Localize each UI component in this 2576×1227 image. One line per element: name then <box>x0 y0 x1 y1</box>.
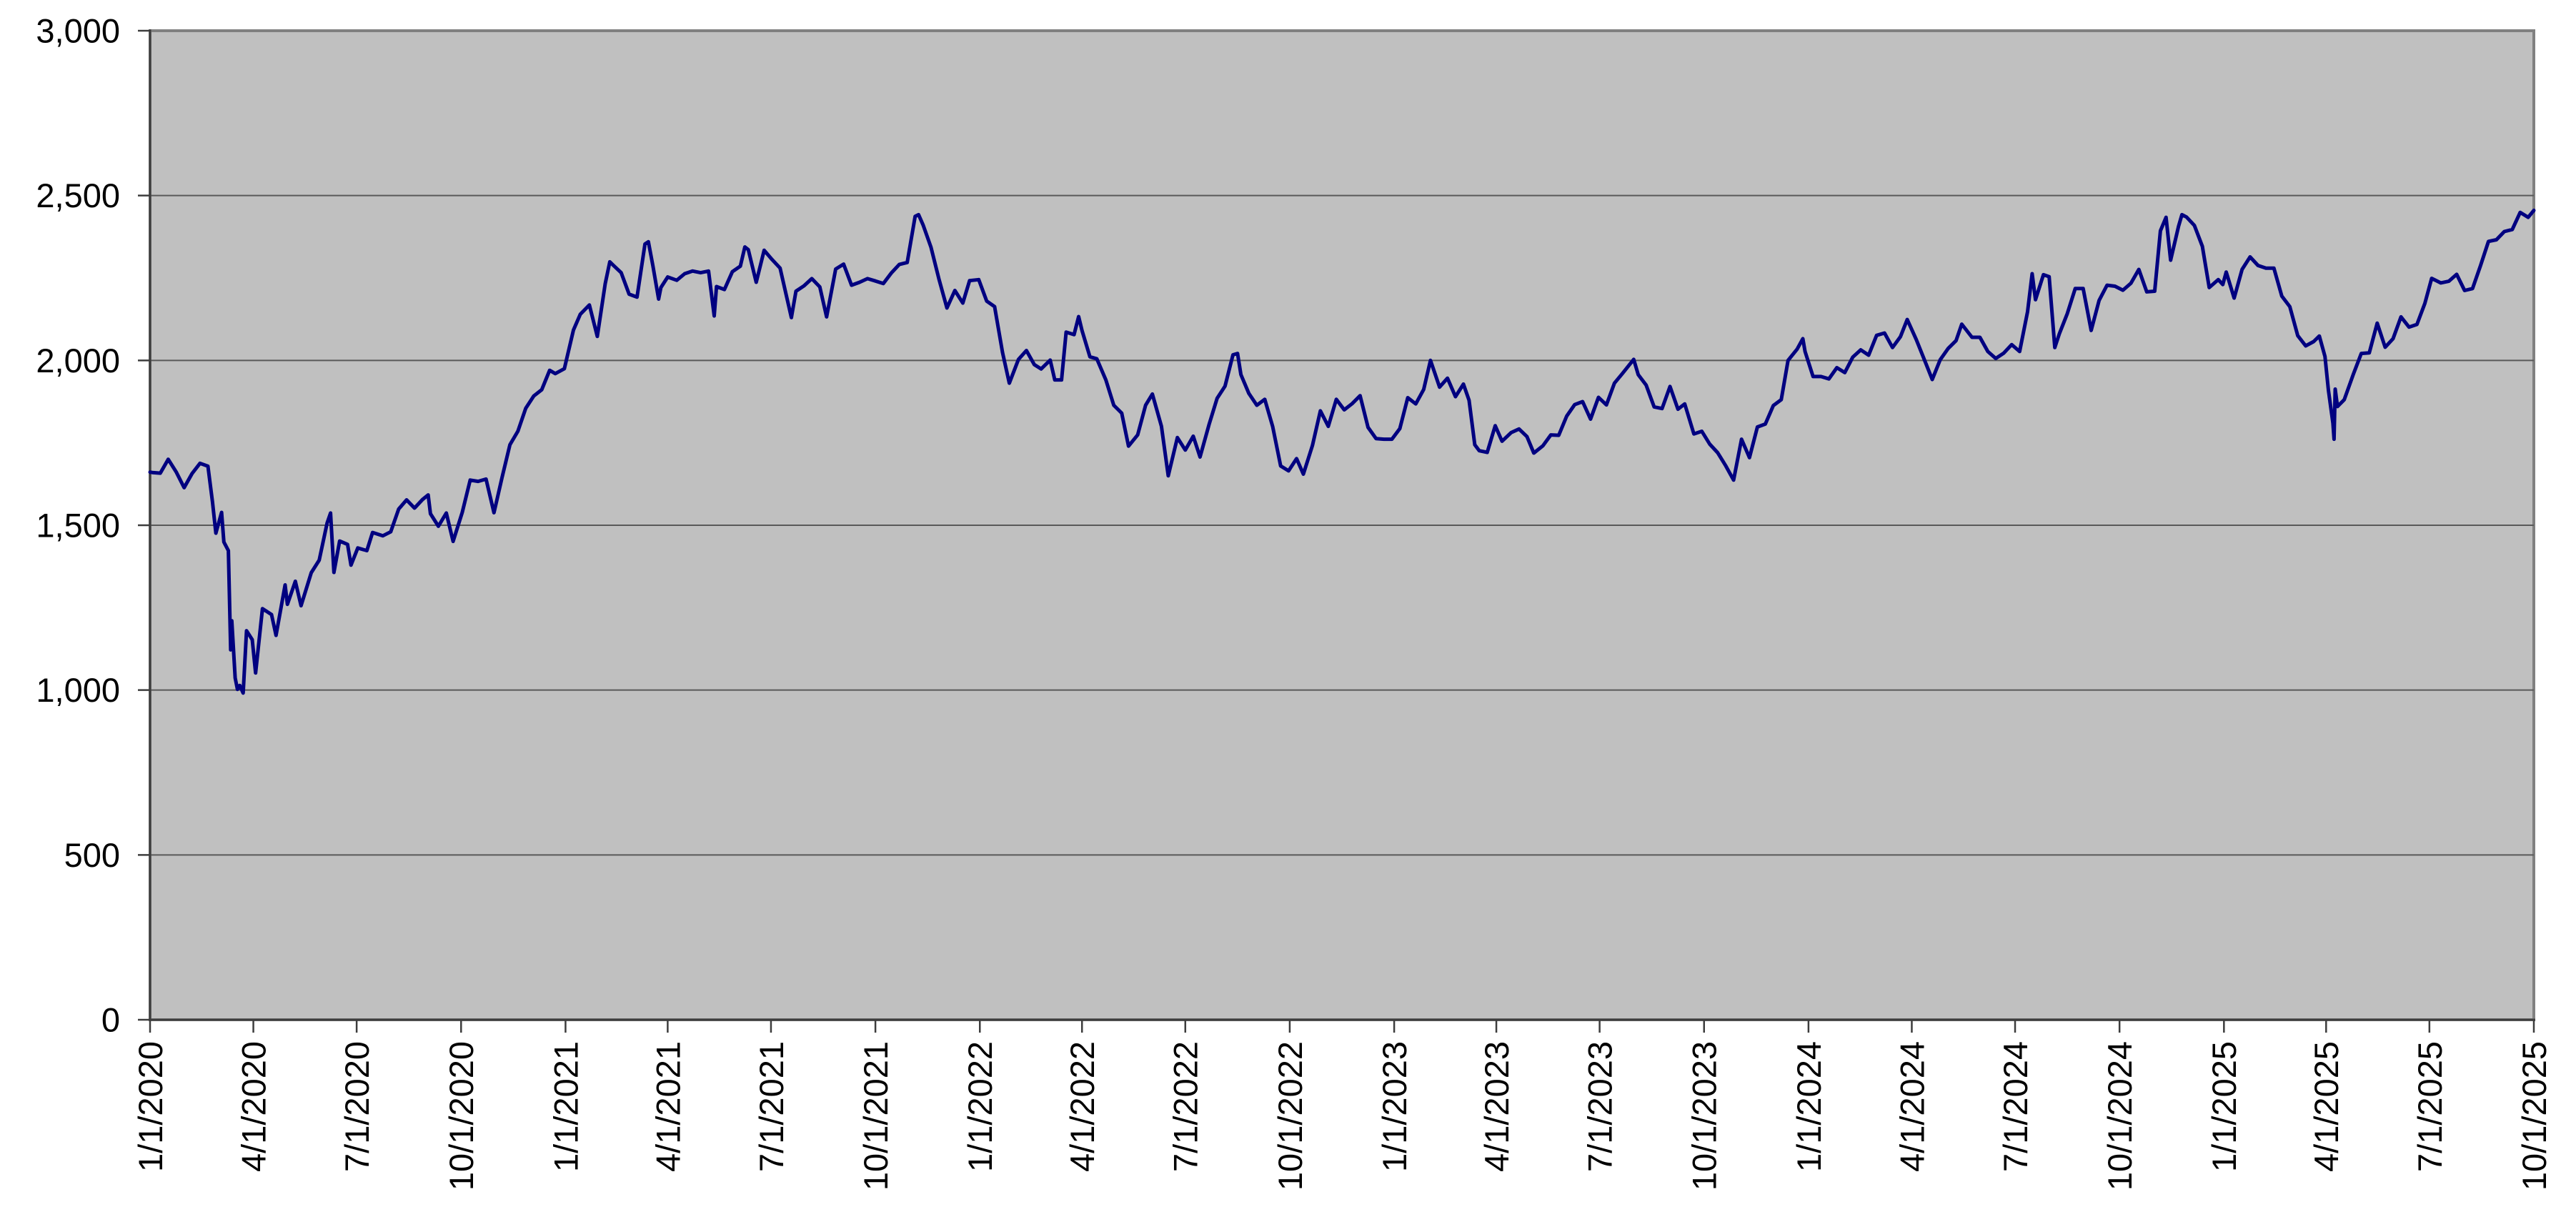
x-axis-label-7-1-2024: 7/1/2024 <box>1996 1041 2034 1172</box>
x-axis-label-4-1-2021: 4/1/2021 <box>649 1041 687 1172</box>
y-axis-label-1000: 1,000 <box>36 671 120 709</box>
x-axis-label-1-1-2024: 1/1/2024 <box>1790 1041 1828 1172</box>
series-line-daily-index-close <box>148 208 2536 695</box>
x-axis-label-10-1-2023: 10/1/2023 <box>1686 1041 1724 1191</box>
x-axis-label-7-1-2023: 7/1/2023 <box>1581 1041 1619 1172</box>
x-axis-label-1-1-2022: 1/1/2022 <box>961 1041 999 1172</box>
x-axis-label-4-1-2020: 4/1/2020 <box>234 1041 272 1172</box>
x-axis-label-7-1-2022: 7/1/2022 <box>1167 1041 1205 1172</box>
y-axis-label-2500: 2,500 <box>36 177 120 214</box>
x-axis-label-1-1-2020: 1/1/2020 <box>131 1041 169 1172</box>
y-axis-label-1500: 1,500 <box>36 506 120 544</box>
y-axis-label-0: 0 <box>101 1000 120 1038</box>
x-axis-label-10-1-2024: 10/1/2024 <box>2101 1041 2139 1191</box>
x-axis-label-4-1-2024: 4/1/2024 <box>1893 1041 1931 1172</box>
x-axis-label-10-1-2021: 10/1/2021 <box>857 1041 895 1191</box>
y-axis-label-2000: 2,000 <box>36 342 120 379</box>
x-axis-label-10-1-2025: 10/1/2025 <box>2515 1041 2553 1191</box>
x-axis-label-1-1-2025: 1/1/2025 <box>2205 1041 2243 1172</box>
x-axis-label-4-1-2022: 4/1/2022 <box>1063 1041 1101 1172</box>
y-axis-label-3000: 3,000 <box>36 11 120 49</box>
x-axis-label-4-1-2025: 4/1/2025 <box>2307 1041 2345 1172</box>
x-axis-label-10-1-2022: 10/1/2022 <box>1271 1041 1309 1191</box>
x-axis-label-1-1-2023: 1/1/2023 <box>1376 1041 1413 1172</box>
x-axis-label-7-1-2025: 7/1/2025 <box>2411 1041 2449 1172</box>
x-axis-label-1-1-2021: 1/1/2021 <box>547 1041 585 1172</box>
x-axis-label-10-1-2020: 10/1/2020 <box>442 1041 480 1191</box>
x-axis-label-4-1-2023: 4/1/2023 <box>1478 1041 1516 1172</box>
x-axis-label-7-1-2021: 7/1/2021 <box>752 1041 790 1172</box>
x-axis-label-7-1-2020: 7/1/2020 <box>338 1041 376 1172</box>
y-axis-label-500: 500 <box>64 836 120 874</box>
